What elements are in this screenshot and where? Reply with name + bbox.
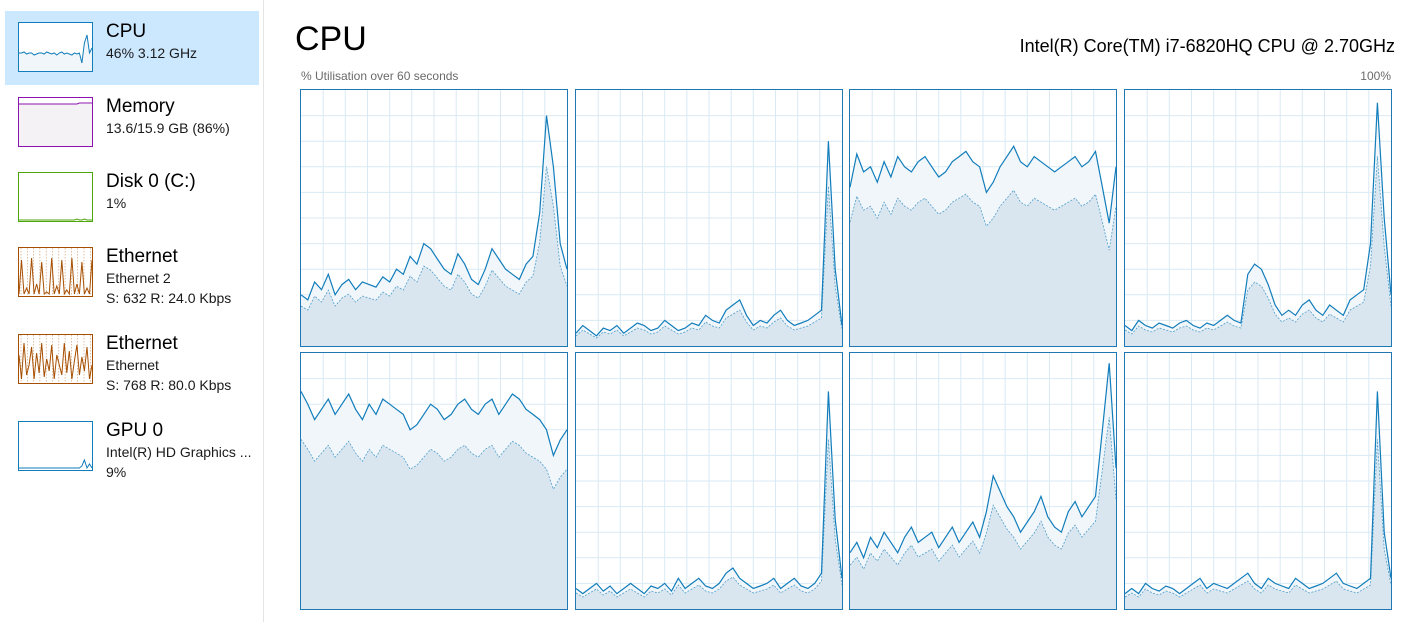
sidebar-item-detail: 1% (106, 195, 127, 211)
sidebar-item-graph-thumbnail (18, 22, 93, 72)
sidebar-item-detail-2: 9% (106, 464, 127, 480)
sidebar-item-memory-1[interactable]: Memory 13.6/15.9 GB (86%) (5, 86, 259, 160)
usage-line (575, 391, 842, 595)
usage-line (1124, 391, 1391, 595)
sidebar-item-title: GPU 0 (106, 420, 164, 441)
page-title: CPU (295, 20, 367, 58)
sidebar-item-title: Disk 0 (C:) (106, 171, 196, 192)
kernel-area (1124, 439, 1391, 609)
logical-processor-graph-3 (1123, 89, 1392, 347)
kernel-area (575, 439, 842, 609)
sidebar-item-text: Disk 0 (C:) 1% (106, 171, 258, 213)
usage-area (575, 391, 842, 609)
sidebar-item-gpu-0-5[interactable]: GPU 0 Intel(R) HD Graphics ... 9% (5, 410, 259, 484)
sidebar-item-text: GPU 0 Intel(R) HD Graphics ... 9% (106, 420, 258, 482)
sidebar-item-detail: Ethernet 2 (106, 270, 171, 286)
utilisation-axis-label: % Utilisation over 60 seconds (301, 69, 459, 83)
core-usage-chart (850, 90, 1116, 346)
logical-processor-graph-6 (849, 352, 1117, 610)
kernel-time-line (301, 439, 567, 491)
sidebar-item-ethernet-4[interactable]: Ethernet Ethernet S: 768 R: 80.0 Kbps (5, 323, 259, 397)
logical-processor-graph-0 (300, 89, 568, 347)
kernel-area (301, 439, 567, 609)
sidebar-item-graph-thumbnail (18, 334, 93, 384)
usage-line (850, 145, 1116, 224)
usage-area (1124, 391, 1391, 609)
core-usage-chart (575, 90, 842, 346)
sidebar-item-ethernet-3[interactable]: Ethernet Ethernet 2 S: 632 R: 24.0 Kbps (5, 236, 259, 310)
kernel-time-line (1124, 439, 1391, 598)
core-usage-chart (1124, 353, 1391, 609)
usage-line (1124, 102, 1391, 332)
sidebar-item-graph-thumbnail (18, 247, 93, 297)
sidebar-item-detail: 13.6/15.9 GB (86%) (106, 120, 230, 136)
core-usage-chart (575, 353, 842, 609)
kernel-area (575, 186, 842, 346)
logical-processor-graphs (300, 89, 1392, 610)
sidebar-item-title: Memory (106, 96, 175, 117)
kernel-time-line (575, 439, 842, 598)
sidebar-item-text: Ethernet Ethernet 2 S: 632 R: 24.0 Kbps (106, 246, 258, 308)
usage-line (850, 363, 1116, 560)
sidebar-item-detail-2: S: 768 R: 80.0 Kbps (106, 377, 232, 393)
kernel-time-line (850, 417, 1116, 570)
kernel-area (301, 166, 567, 346)
sidebar-item-text: Ethernet Ethernet S: 768 R: 80.0 Kbps (106, 333, 258, 395)
core-usage-chart (301, 90, 567, 346)
cpu-model-name: Intel(R) Core(TM) i7-6820HQ CPU @ 2.70GH… (1019, 36, 1395, 56)
max-percent-label: 100% (1360, 69, 1391, 83)
sidebar-item-disk-0-c-2[interactable]: Disk 0 (C:) 1% (5, 161, 259, 235)
core-usage-chart (1124, 90, 1391, 346)
sidebar-item-graph-thumbnail (18, 172, 93, 222)
kernel-area (850, 190, 1116, 346)
kernel-time-line (1124, 156, 1391, 335)
sidebar-item-detail: Intel(R) HD Graphics ... (106, 444, 252, 460)
sidebar-item-detail-2: S: 632 R: 24.0 Kbps (106, 290, 232, 306)
kernel-time-line (301, 166, 567, 311)
kernel-time-line (575, 186, 842, 339)
usage-line (575, 141, 842, 337)
kernel-area (850, 417, 1116, 609)
kernel-area (1124, 156, 1391, 346)
sidebar-item-title: Ethernet (106, 246, 178, 267)
kernel-time-line (850, 189, 1116, 251)
logical-processor-graph-4 (300, 352, 568, 610)
logical-processor-graph-1 (574, 89, 843, 347)
sidebar-item-title: Ethernet (106, 333, 178, 354)
sidebar-item-title: CPU (106, 21, 147, 42)
logical-processor-graph-2 (849, 89, 1117, 347)
sidebar-item-text: CPU 46% 3.12 GHz (106, 21, 258, 63)
sidebar-item-detail: 46% 3.12 GHz (106, 45, 198, 61)
usage-line (301, 115, 567, 301)
logical-processor-graph-5 (574, 352, 843, 610)
sidebar-item-text: Memory 13.6/15.9 GB (86%) (106, 96, 258, 138)
sidebar-item-graph-thumbnail (18, 97, 93, 147)
sidebar: CPU 46% 3.12 GHz Memory 13.6/15.9 GB (86%) D… (0, 0, 264, 622)
usage-line (301, 391, 567, 458)
sidebar-item-cpu-0[interactable]: CPU 46% 3.12 GHz (5, 11, 259, 85)
core-usage-chart (850, 353, 1116, 609)
sidebar-item-graph-thumbnail (18, 421, 93, 471)
logical-processor-graph-7 (1123, 352, 1392, 610)
sidebar-item-detail: Ethernet (106, 357, 159, 373)
core-usage-chart (301, 353, 567, 609)
